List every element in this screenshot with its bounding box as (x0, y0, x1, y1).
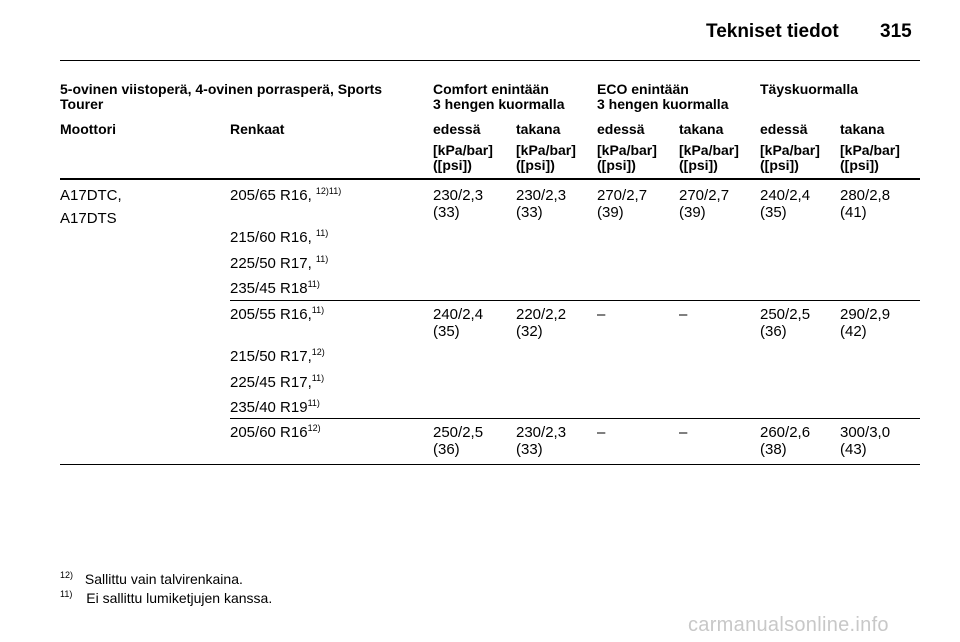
pressure-cell: 240/2,4 (35) (433, 306, 484, 340)
pressure-cell: 230/2,3 (33) (516, 187, 567, 221)
pressure-cell: 290/2,9 (42) (840, 306, 891, 340)
tyres-column-header: Renkaat (230, 121, 285, 137)
footnote-text: Ei sallittu lumiketjujen kanssa. (86, 590, 273, 606)
comfort-header-line2: 3 hengen kuormalla (433, 96, 565, 112)
footnote-marker: 11) (60, 589, 73, 599)
eco-header-line2: 3 hengen kuormalla (597, 96, 729, 112)
pressure-cell: 270/2,7 (39) (679, 187, 730, 221)
comfort-header: Comfort enintään 3 hengen kuormalla (433, 82, 593, 112)
tyre-size: 235/40 R1911) (230, 398, 320, 417)
pressure-cell: – (679, 424, 688, 441)
eco-header-line1: ECO enintään (597, 81, 689, 97)
unit-header: [kPa/bar] ([psi]) (516, 142, 576, 173)
tyre-size: 205/65 R16, 12)11) (230, 186, 342, 205)
pressure-cell: – (679, 306, 688, 323)
pressure-cell: 270/2,7 (39) (597, 187, 648, 221)
full-front-header: edessä (760, 121, 808, 137)
pressure-cell: 300/3,0 (43) (840, 424, 891, 458)
pressure-cell: 220/2,2 (32) (516, 306, 567, 340)
pressure-cell: 240/2,4 (35) (760, 187, 811, 221)
body-types-header: 5-ovinen viistoperä, 4-ovinen porrasperä… (60, 81, 383, 112)
tyre-size: 225/50 R17, 11) (230, 254, 329, 273)
page-title: Tekniset tiedot (706, 21, 839, 42)
footnote: 12) Sallittu vain talvirenkaina. (60, 570, 243, 588)
unit-header: [kPa/bar] ([psi]) (597, 142, 657, 173)
footnote-text: Sallittu vain talvirenkaina. (84, 571, 243, 587)
unit-header: [kPa/bar] ([psi]) (433, 142, 493, 173)
footnote-marker: 12) (60, 570, 74, 580)
tyre-size: 215/50 R17,12) (230, 347, 325, 366)
pressure-cell: 230/2,3 (33) (516, 424, 567, 458)
pressure-cell: 230/2,3 (33) (433, 187, 484, 221)
eco-header: ECO enintään 3 hengen kuormalla (597, 82, 757, 112)
pressure-cell: 260/2,6 (38) (760, 424, 811, 458)
watermark: carmanualsonline.info (688, 614, 889, 636)
page-number: 315 (880, 21, 912, 42)
group-divider (230, 418, 920, 419)
unit-header: [kPa/bar] ([psi]) (760, 142, 820, 173)
full-load-header: Täyskuormalla (760, 81, 859, 97)
unit-header: [kPa/bar] ([psi]) (840, 142, 900, 173)
comfort-front-header: edessä (433, 121, 481, 137)
comfort-header-line1: Comfort enintään (433, 81, 549, 97)
tyre-size: 235/45 R1811) (230, 279, 320, 298)
pressure-cell: – (597, 424, 606, 441)
tyre-size: 215/60 R16, 11) (230, 228, 329, 247)
tyre-size: 205/55 R16,11) (230, 305, 325, 324)
unit-header: [kPa/bar] ([psi]) (679, 142, 739, 173)
group-divider (230, 300, 920, 301)
tyre-size: 205/60 R1612) (230, 423, 321, 442)
table-bottom-rule (60, 464, 920, 465)
comfort-rear-header: takana (516, 121, 561, 137)
pressure-cell: 280/2,8 (41) (840, 187, 891, 221)
engine-cell: A17DTC, A17DTS (60, 187, 122, 227)
full-rear-header: takana (840, 121, 885, 137)
pressure-cell: 250/2,5 (36) (760, 306, 811, 340)
tyre-size: 225/45 R17,11) (230, 373, 325, 392)
pressure-cell: 250/2,5 (36) (433, 424, 484, 458)
table-header-rule (60, 178, 920, 180)
eco-rear-header: takana (679, 121, 724, 137)
eco-front-header: edessä (597, 121, 645, 137)
pressure-cell: – (597, 306, 606, 323)
engine-code: A17DTC, (60, 187, 122, 204)
footnote: 11) Ei sallittu lumiketjujen kanssa. (60, 589, 273, 607)
engine-column-header: Moottori (60, 121, 116, 137)
header-rule (60, 60, 920, 61)
engine-code: A17DTS (60, 210, 117, 227)
